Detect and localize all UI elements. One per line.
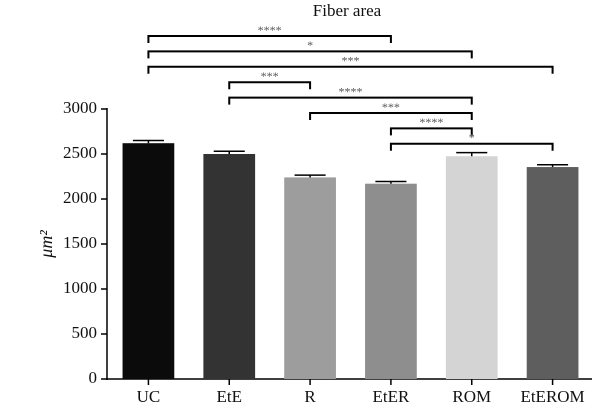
significance-label: *	[307, 38, 313, 52]
bar	[122, 143, 175, 379]
chart-title: Fiber area	[313, 1, 382, 20]
error-bar	[375, 180, 407, 184]
bar	[284, 177, 336, 379]
bar	[445, 156, 498, 379]
x-tick-label: ROM	[452, 387, 491, 406]
error-bar	[294, 174, 326, 178]
significance-label: *	[469, 131, 475, 145]
error-bar	[132, 139, 164, 144]
significance-bracket	[147, 35, 392, 43]
x-tick-label: EtE	[217, 387, 243, 406]
error-bar	[213, 150, 245, 154]
y-tick-label: 500	[72, 323, 98, 342]
y-tick-label: 1500	[63, 233, 97, 252]
significance-bracket	[309, 112, 473, 120]
significance-label: ****	[339, 84, 363, 98]
y-tick-label: 0	[89, 368, 98, 387]
significance-bracket	[228, 96, 473, 105]
y-tick-label: 3000	[63, 98, 97, 117]
error-bar	[537, 164, 569, 168]
y-axis-label: μm²	[36, 230, 56, 259]
significance-label: ***	[342, 54, 360, 68]
bar	[365, 183, 417, 379]
x-tick-label: R	[304, 387, 316, 406]
y-tick-label: 1000	[63, 278, 97, 297]
x-tick-label: UC	[137, 387, 161, 406]
significance-bracket	[389, 127, 473, 136]
bar	[203, 154, 256, 379]
x-tick-label: EtEROM	[520, 387, 584, 406]
significance-bracket	[228, 81, 312, 90]
significance-bracket	[147, 50, 473, 59]
x-tick-label: EtER	[372, 387, 409, 406]
y-tick-label: 2500	[63, 143, 97, 162]
y-tick-label: 2000	[63, 188, 97, 207]
significance-label: ****	[419, 115, 443, 129]
significance-label: ****	[258, 23, 282, 37]
significance-label: ***	[382, 100, 400, 114]
significance-bracket	[389, 142, 554, 151]
error-bar	[456, 151, 488, 157]
significance-bracket	[147, 65, 554, 74]
significance-label: ***	[261, 69, 279, 83]
bar	[526, 167, 579, 379]
